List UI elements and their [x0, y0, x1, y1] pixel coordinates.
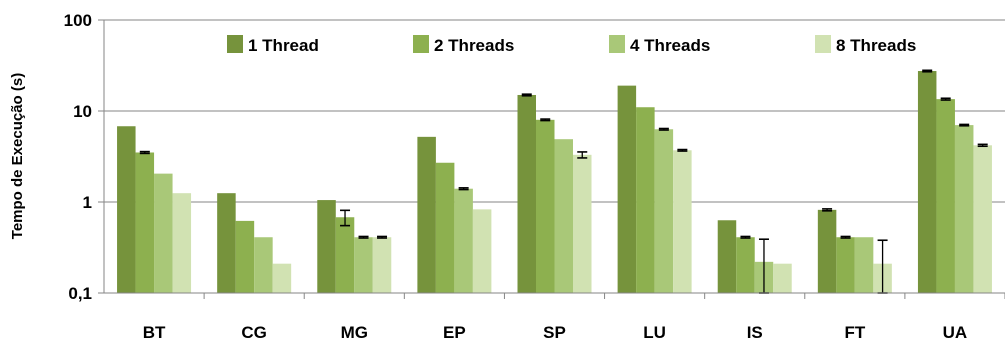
- bar: [172, 193, 192, 293]
- bar: [272, 263, 292, 293]
- bar: [773, 263, 792, 293]
- bar: [135, 152, 155, 293]
- x-category-label: MG: [341, 323, 368, 342]
- legend-swatch: [413, 35, 429, 53]
- x-category-label: SP: [543, 323, 566, 342]
- y-tick-label: 0,1: [68, 284, 92, 303]
- bar: [954, 125, 974, 294]
- bar: [235, 220, 255, 293]
- y-tick-labels: 100 10 1 0,1: [64, 11, 92, 303]
- bar: [217, 193, 236, 293]
- x-category-labels: BT CG MG EP SP LU IS FT UA: [143, 323, 968, 342]
- bar: [936, 99, 955, 294]
- legend-label: 8 Threads: [836, 36, 916, 55]
- legend-swatch: [815, 35, 831, 53]
- bar: [435, 162, 455, 293]
- bar: [736, 237, 755, 293]
- bar: [372, 237, 392, 293]
- legend-label: 4 Threads: [630, 36, 710, 55]
- x-category-label: IS: [747, 323, 763, 342]
- x-category-label: FT: [844, 323, 865, 342]
- x-category-label: BT: [143, 323, 166, 342]
- bar: [636, 107, 655, 293]
- bar: [573, 154, 592, 293]
- x-category-label: CG: [241, 323, 267, 342]
- bar: [836, 237, 855, 293]
- y-tick-label: 100: [64, 11, 92, 30]
- bar: [917, 71, 937, 293]
- x-category-label: EP: [443, 323, 466, 342]
- bar: [117, 126, 136, 293]
- legend-label: 2 Threads: [434, 36, 514, 55]
- bar: [673, 150, 692, 293]
- bar: [354, 237, 373, 293]
- bar: [854, 237, 874, 293]
- bar: [617, 85, 637, 293]
- bar: [654, 129, 674, 293]
- y-tick-label: 10: [73, 102, 92, 121]
- bar: [335, 217, 355, 293]
- legend-swatch: [609, 35, 625, 53]
- bar: [517, 94, 536, 293]
- bar: [973, 145, 992, 293]
- bars: [117, 69, 992, 294]
- bar: [717, 220, 737, 293]
- y-axis-label: Tempo de Execução (s): [9, 73, 26, 239]
- bar: [817, 209, 837, 293]
- bar: [254, 237, 273, 293]
- y-tick-label: 1: [83, 193, 92, 212]
- legend: 1 Thread 2 Threads 4 Threads 8 Threads: [227, 35, 916, 55]
- bar: [154, 173, 173, 293]
- x-category-label: LU: [643, 323, 666, 342]
- legend-label: 1 Thread: [248, 36, 319, 55]
- bar: [317, 200, 336, 293]
- bar: [536, 119, 555, 293]
- bar: [417, 136, 436, 293]
- bar: [454, 188, 473, 293]
- bar: [554, 139, 573, 293]
- axes: [98, 19, 1005, 299]
- x-category-label: UA: [943, 323, 968, 342]
- legend-swatch: [227, 35, 243, 53]
- bar: [472, 209, 492, 293]
